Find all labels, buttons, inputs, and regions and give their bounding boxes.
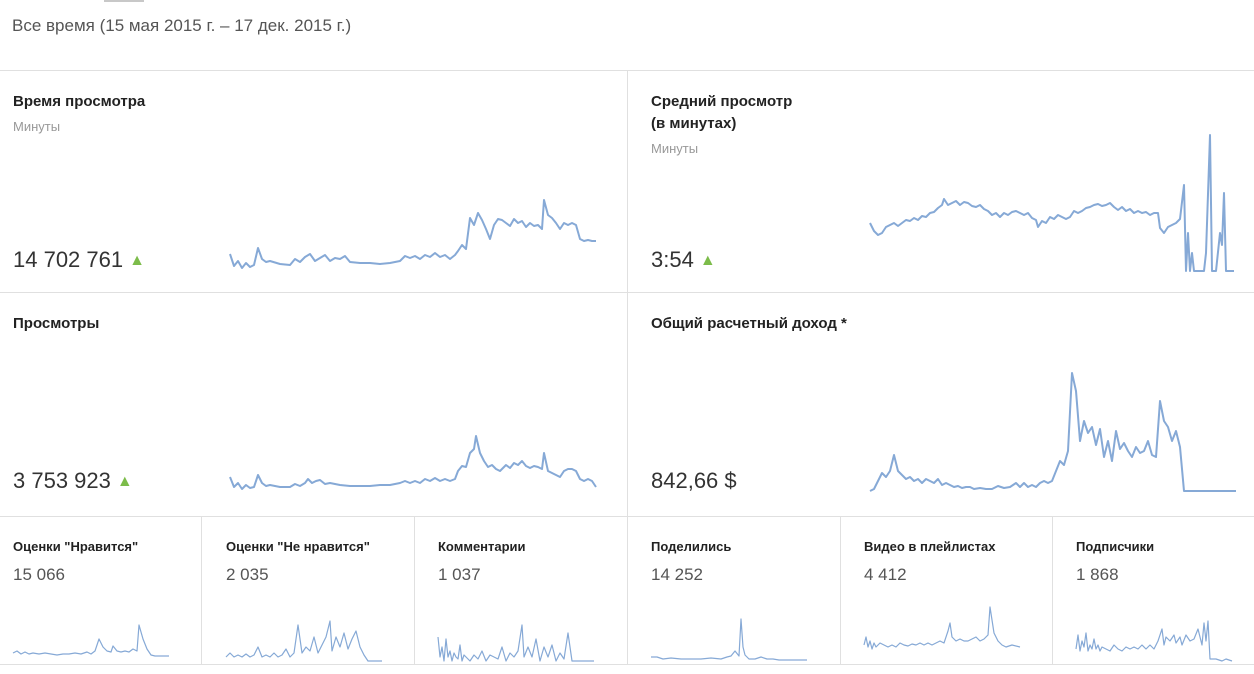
grid-divider	[0, 664, 1254, 665]
sparkline-chart	[225, 620, 382, 662]
sparkline-chart	[1075, 620, 1233, 662]
metric-value: 842,66 $	[651, 468, 737, 493]
avg-view-card[interactable]: Средний просмотр (в минутах) Минуты 3:54…	[628, 71, 1254, 292]
sparkline	[863, 606, 1021, 650]
grid-divider	[627, 71, 628, 664]
card-title: Средний просмотр (в минутах)	[651, 91, 851, 135]
trend-up-icon: ▲	[116, 473, 133, 490]
metric-value: 14 702 761 ▲	[13, 247, 145, 272]
date-range-label[interactable]: Все время (15 мая 2015 г. – 17 дек. 2015…	[12, 16, 352, 35]
sparkline	[12, 624, 169, 657]
revenue-card[interactable]: Общий расчетный доход * 842,66 $	[628, 293, 1254, 516]
sparkline	[229, 435, 597, 490]
sparkline	[229, 199, 596, 269]
card-title: Время просмотра	[13, 93, 146, 110]
metric-value: 3:54 ▲	[651, 247, 716, 272]
small-card-title: Подписчики	[1076, 539, 1155, 554]
small-card-value: 14 252	[651, 565, 703, 584]
card-unit: Минуты	[651, 141, 699, 156]
sparkline	[651, 618, 807, 661]
small-card-value: 1 037	[438, 565, 481, 584]
grid-divider	[0, 516, 1254, 517]
sparkline-chart	[869, 134, 1234, 272]
tab-indicator	[104, 0, 144, 2]
grid-divider	[201, 516, 202, 664]
grid-divider	[414, 516, 415, 664]
sparkline	[1075, 620, 1233, 662]
shares-card[interactable]: Поделились 14 252	[628, 517, 840, 664]
dislikes-card[interactable]: Оценки "Не нравится" 2 035	[202, 517, 414, 664]
trend-up-icon: ▲	[129, 252, 145, 269]
views-card[interactable]: Просмотры 3 753 923 ▲	[0, 293, 627, 516]
sparkline	[869, 372, 1236, 492]
small-card-value: 2 035	[226, 565, 269, 584]
sparkline-chart	[12, 624, 169, 657]
subscribers-card[interactable]: Подписчики 1 868	[1053, 517, 1254, 664]
date-range-bar: Все время (15 мая 2015 г. – 17 дек. 2015…	[0, 0, 1254, 71]
small-card-value: 1 868	[1076, 565, 1119, 584]
grid-divider	[840, 516, 841, 664]
trend-up-icon: ▲	[699, 252, 716, 269]
sparkline-chart	[229, 435, 597, 490]
sparkline	[225, 620, 382, 662]
sparkline-chart	[863, 606, 1021, 650]
grid-divider	[1052, 516, 1053, 664]
sparkline-chart	[437, 624, 594, 662]
likes-card[interactable]: Оценки "Нравится" 15 066	[0, 517, 201, 664]
playlist-card[interactable]: Видео в плейлистах 4 412	[841, 517, 1052, 664]
sparkline-chart	[869, 372, 1236, 492]
watch-time-card[interactable]: Время просмотра Минуты 14 702 761 ▲	[0, 71, 627, 292]
small-card-title: Видео в плейлистах	[864, 539, 996, 554]
sparkline-chart	[229, 199, 596, 269]
card-title: Просмотры	[13, 315, 100, 332]
small-card-title: Комментарии	[438, 539, 526, 554]
comments-card[interactable]: Комментарии 1 037	[415, 517, 627, 664]
sparkline-chart	[651, 618, 807, 661]
small-card-title: Оценки "Не нравится"	[226, 539, 370, 554]
grid-divider	[0, 292, 1254, 293]
sparkline	[869, 134, 1234, 272]
card-title: Общий расчетный доход *	[651, 315, 847, 332]
small-card-value: 15 066	[13, 565, 65, 584]
card-title-line: Средний просмотр	[651, 93, 793, 110]
card-title-line: (в минутах)	[651, 115, 737, 132]
sparkline	[437, 624, 594, 662]
metric-value: 3 753 923 ▲	[13, 468, 133, 493]
small-card-value: 4 412	[864, 565, 907, 584]
card-unit: Минуты	[13, 119, 61, 134]
small-card-title: Поделились	[651, 539, 732, 554]
small-card-title: Оценки "Нравится"	[13, 539, 139, 554]
